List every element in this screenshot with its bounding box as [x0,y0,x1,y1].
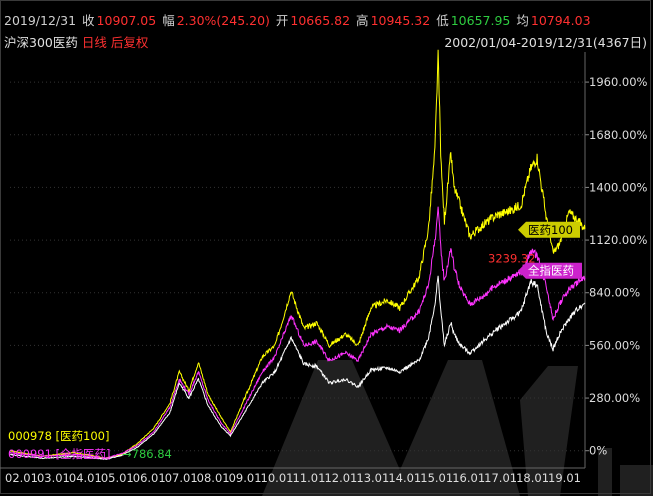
x-tick-label: 04.01 [69,471,102,485]
series-end-tag: 全指医药 [528,264,574,278]
y-tick-label: 560.00% [589,338,640,352]
series-end-value: →786.84 [122,447,172,461]
series-end-tag-bg [518,262,582,279]
y-tick-label: 1120.00% [589,233,648,247]
date-range: 2002/01/04-2019/12/31(4367日) [444,35,647,50]
legend-entry: 000991 [全指医药] [8,447,111,461]
change-value: 2.30%(245.20) [176,13,270,28]
series-line-2 [9,275,586,461]
avg-value: 10794.03 [530,13,591,28]
x-tick-label: 10.01 [261,471,294,485]
low-label: 低 [436,13,449,28]
open-value: 10665.82 [290,13,351,28]
x-tick-label: 06.01 [133,471,166,485]
x-tick-label: 19.01 [548,471,581,485]
open-label: 开 [275,13,289,28]
period-tag[interactable]: 日线 [81,35,107,50]
index-name: 沪深300医药 [4,35,78,50]
change-label: 幅 [162,13,175,28]
y-tick-label: 1680.00% [589,128,648,142]
x-tick-label: 05.01 [101,471,134,485]
x-tick-label: 11.01 [293,471,326,485]
series-end-value: 3239.32 [488,252,536,266]
avg-label: 均 [516,13,529,28]
low-value: 10657.95 [450,13,511,28]
quote-date: 2019/12/31 [4,13,77,28]
x-tick-label: 13.01 [356,471,389,485]
index-title-row: 沪深300医药 日线 后复权 [4,32,594,50]
x-tick-label: 03.01 [37,471,70,485]
high-label: 高 [356,13,369,28]
y-tick-label: 0% [589,444,607,458]
y-tick-label: 840.00% [589,286,640,300]
series-end-tag: 医药100 [528,223,573,237]
x-tick-label: 12.01 [324,471,357,485]
watermark-logo-part [598,448,612,496]
y-tick-label: 1400.00% [589,180,648,194]
x-tick-label: 02.01 [5,471,38,485]
close-value: 10907.05 [96,13,157,28]
x-tick-label: 09.01 [229,471,262,485]
x-tick-label: 15.01 [420,471,453,485]
watermark-logo [262,360,520,496]
series-end-tag-bg [518,221,580,238]
watermark-logo-part [620,465,653,496]
high-value: 10945.32 [370,13,431,28]
x-tick-label: 16.01 [452,471,485,485]
legend-entry: 000978 [医药100] [8,429,109,443]
x-tick-label: 07.01 [165,471,198,485]
adjust-tag[interactable]: 后复权 [110,35,149,50]
quote-bar: 2019/12/31 收 10907.05 幅 2.30%(245.20) 开 106… [4,10,649,28]
x-tick-label: 17.01 [484,471,517,485]
y-tick-label: 1960.00% [589,75,648,89]
y-tick-label: 280.00% [589,391,640,405]
x-tick-label: 18.01 [516,471,549,485]
close-label: 收 [82,13,95,28]
series-line-1 [9,206,586,460]
x-tick-label: 08.01 [197,471,230,485]
x-tick-label: 14.01 [388,471,421,485]
